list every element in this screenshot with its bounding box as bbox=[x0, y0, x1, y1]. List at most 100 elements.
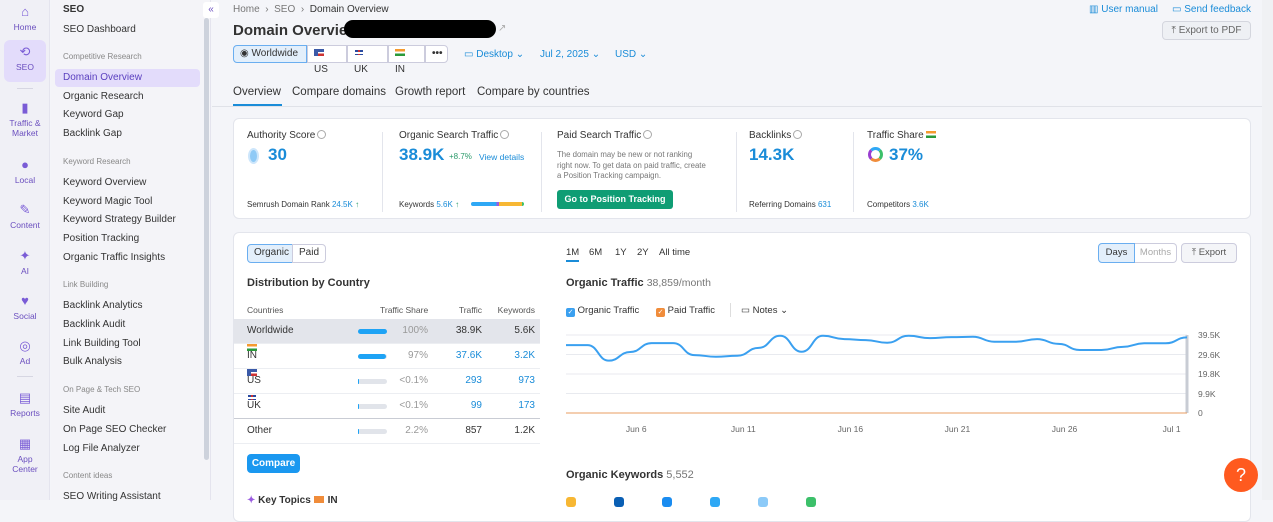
rail-item-content[interactable]: ✎ Content bbox=[4, 202, 46, 230]
keywords-cell[interactable]: 173 bbox=[518, 400, 535, 411]
traffic-cell: 857 bbox=[465, 425, 482, 436]
traffic-share-value[interactable]: 37% bbox=[889, 145, 924, 164]
in-flag-icon bbox=[926, 131, 937, 138]
sidebar-item-bulk-analysis[interactable]: Bulk Analysis bbox=[63, 356, 122, 368]
notes-dropdown[interactable]: ▭ Notes ⌄ bbox=[741, 305, 789, 316]
rail-item-reports[interactable]: ▤ Reports bbox=[4, 390, 46, 418]
sidebar-item-backlink-gap[interactable]: Backlink Gap bbox=[63, 128, 122, 140]
rail-item-app-center[interactable]: ▦ App Center bbox=[4, 436, 46, 474]
keywords-cell[interactable]: 973 bbox=[518, 375, 535, 386]
send-feedback-label: Send feedback bbox=[1184, 4, 1251, 15]
currency-dropdown[interactable]: USD ⌄ bbox=[615, 49, 647, 60]
days-toggle[interactable]: Days bbox=[1098, 243, 1135, 263]
tab-compare-by-countries[interactable]: Compare by countries bbox=[477, 86, 590, 98]
rail-item-seo[interactable]: ⟲ SEO bbox=[4, 40, 46, 82]
in-flag-icon bbox=[247, 344, 257, 351]
external-link-icon[interactable]: ↗ bbox=[498, 23, 507, 34]
sidebar-item-keyword-magic-tool[interactable]: Keyword Magic Tool bbox=[63, 195, 153, 207]
sidebar-item-log-file-analyzer[interactable]: Log File Analyzer bbox=[63, 442, 140, 454]
rail-item-ad[interactable]: ◎ Ad bbox=[4, 338, 46, 366]
seo-sidebar: SEO SEO Dashboard Competitive Research Do… bbox=[51, 0, 211, 502]
traffic-cell[interactable]: 99 bbox=[470, 400, 482, 411]
traffic-share-bar bbox=[358, 404, 387, 409]
date-dropdown[interactable]: Jul 2, 2025 ⌄ bbox=[540, 49, 600, 60]
tab-overview[interactable]: Overview bbox=[233, 86, 281, 98]
rail-item-home[interactable]: ⌂ Home bbox=[4, 4, 46, 32]
rail-label: Traffic & Market bbox=[9, 118, 41, 138]
db-us[interactable]: US bbox=[307, 45, 347, 75]
sidebar-item-link-building-tool[interactable]: Link Building Tool bbox=[63, 337, 141, 349]
keywords-cell[interactable]: 3.2K bbox=[514, 350, 535, 361]
breadcrumb-home[interactable]: Home bbox=[233, 4, 260, 15]
table-row[interactable]: US <0.1% 293 973 bbox=[234, 369, 540, 394]
table-row[interactable]: Worldwide 100% 38.9K 5.6K bbox=[234, 319, 540, 344]
table-row[interactable]: Other 2.2% 857 1.2K bbox=[234, 419, 540, 444]
backlinks-value[interactable]: 14.3K bbox=[749, 145, 795, 164]
y-tick-label: 19.8K bbox=[1198, 369, 1221, 379]
sidebar-scrollbar[interactable] bbox=[204, 18, 209, 460]
compare-button[interactable]: Compare bbox=[247, 454, 300, 473]
sidebar-item-organic-research[interactable]: Organic Research bbox=[63, 90, 144, 102]
in-flag-icon bbox=[395, 49, 405, 56]
organic-traffic-value[interactable]: 38.9K bbox=[399, 145, 445, 164]
rail-item-ai[interactable]: ✦ AI bbox=[4, 248, 46, 276]
rail-item-social[interactable]: ♥ Social bbox=[4, 293, 46, 321]
sidebar-item-domain-overview[interactable]: Domain Overview bbox=[55, 69, 200, 87]
device-dropdown[interactable]: ▭ Desktop ⌄ bbox=[464, 49, 524, 60]
page-scrollbar[interactable] bbox=[1262, 0, 1273, 500]
info-icon bbox=[643, 130, 653, 139]
referring-domains-value: 631 bbox=[817, 200, 832, 209]
active-tab-indicator bbox=[233, 104, 282, 106]
range-tab-all-time[interactable]: All time bbox=[659, 247, 691, 258]
chat-icon: ▭ bbox=[1172, 4, 1185, 15]
sidebar-item-position-tracking[interactable]: Position Tracking bbox=[63, 232, 140, 244]
db-in[interactable]: IN bbox=[388, 45, 425, 75]
user-manual-link[interactable]: ▥ User manual bbox=[1089, 4, 1158, 15]
sidebar-item-backlink-analytics[interactable]: Backlink Analytics bbox=[63, 300, 143, 312]
authority-score-value[interactable]: 30 bbox=[268, 145, 287, 164]
table-row[interactable]: IN 97% 37.6K 3.2K bbox=[234, 344, 540, 369]
legend-organic[interactable]: ✓ Organic Traffic bbox=[566, 305, 640, 317]
help-button[interactable]: ? bbox=[1224, 458, 1258, 492]
paid-toggle[interactable]: Paid bbox=[292, 244, 327, 263]
collapse-sidebar-button[interactable]: « bbox=[203, 2, 219, 18]
sidebar-item-organic-traffic-insights[interactable]: Organic Traffic Insights bbox=[63, 251, 166, 263]
legend-paid[interactable]: ✓ Paid Traffic bbox=[656, 305, 715, 317]
range-tab-1y[interactable]: 1Y bbox=[615, 247, 627, 258]
sidebar-item-seo-writing-assistant[interactable]: SEO Writing Assistant bbox=[63, 491, 161, 503]
sidebar-item-keyword-overview[interactable]: Keyword Overview bbox=[63, 176, 147, 188]
breadcrumb-seo[interactable]: SEO bbox=[274, 4, 296, 15]
tab-growth-report[interactable]: Growth report bbox=[395, 86, 466, 98]
sidebar-item-on-page-seo-checker[interactable]: On Page SEO Checker bbox=[63, 423, 167, 435]
sidebar-item-seo-dashboard[interactable]: SEO Dashboard bbox=[63, 24, 136, 35]
range-tab-2y[interactable]: 2Y bbox=[637, 247, 649, 258]
sidebar-item-backlink-audit[interactable]: Backlink Audit bbox=[63, 319, 126, 330]
export-pdf-button[interactable]: ⤒ Export to PDF bbox=[1162, 21, 1251, 40]
export-button[interactable]: ⤒ Export bbox=[1181, 243, 1237, 263]
rail-label: AI bbox=[20, 266, 30, 276]
traffic-cell[interactable]: 37.6K bbox=[455, 350, 482, 361]
db-uk[interactable]: UK bbox=[347, 45, 388, 75]
sidebar-item-keyword-strategy-builder[interactable]: Keyword Strategy Builder bbox=[63, 214, 176, 226]
range-tab-1m[interactable]: 1M bbox=[566, 247, 580, 262]
series-line-organic-traffic[interactable] bbox=[566, 334, 1188, 362]
send-feedback-link[interactable]: ▭ Send feedback bbox=[1172, 4, 1251, 15]
traffic-cell[interactable]: 293 bbox=[465, 375, 482, 386]
db-worldwide[interactable]: ◉ Worldwide bbox=[233, 45, 307, 63]
info-icon bbox=[500, 130, 510, 139]
sidebar-item-keyword-gap[interactable]: Keyword Gap bbox=[63, 109, 124, 121]
sidebar-item-site-audit[interactable]: Site Audit bbox=[63, 405, 106, 417]
col-traffic-share: Traffic Share bbox=[380, 305, 429, 315]
months-toggle[interactable]: Months bbox=[1135, 243, 1177, 263]
table-row[interactable]: UK <0.1% 99 173 bbox=[234, 394, 540, 419]
range-tab-6m[interactable]: 6M bbox=[589, 247, 603, 258]
rail-item-traffic-market[interactable]: ▮ Traffic & Market bbox=[4, 100, 46, 138]
more-databases-button[interactable]: ••• bbox=[425, 45, 448, 63]
sidebar-heading: Link Building bbox=[63, 280, 109, 290]
keywords-cell: 1.2K bbox=[514, 425, 535, 436]
rail-item-local[interactable]: ● Local bbox=[4, 157, 46, 185]
view-details-link[interactable]: View details bbox=[479, 152, 525, 162]
tab-compare-domains[interactable]: Compare domains bbox=[292, 86, 386, 98]
go-to-position-tracking-button[interactable]: Go to Position Tracking bbox=[557, 190, 673, 209]
chevron-down-icon: ⌄ bbox=[638, 49, 648, 60]
